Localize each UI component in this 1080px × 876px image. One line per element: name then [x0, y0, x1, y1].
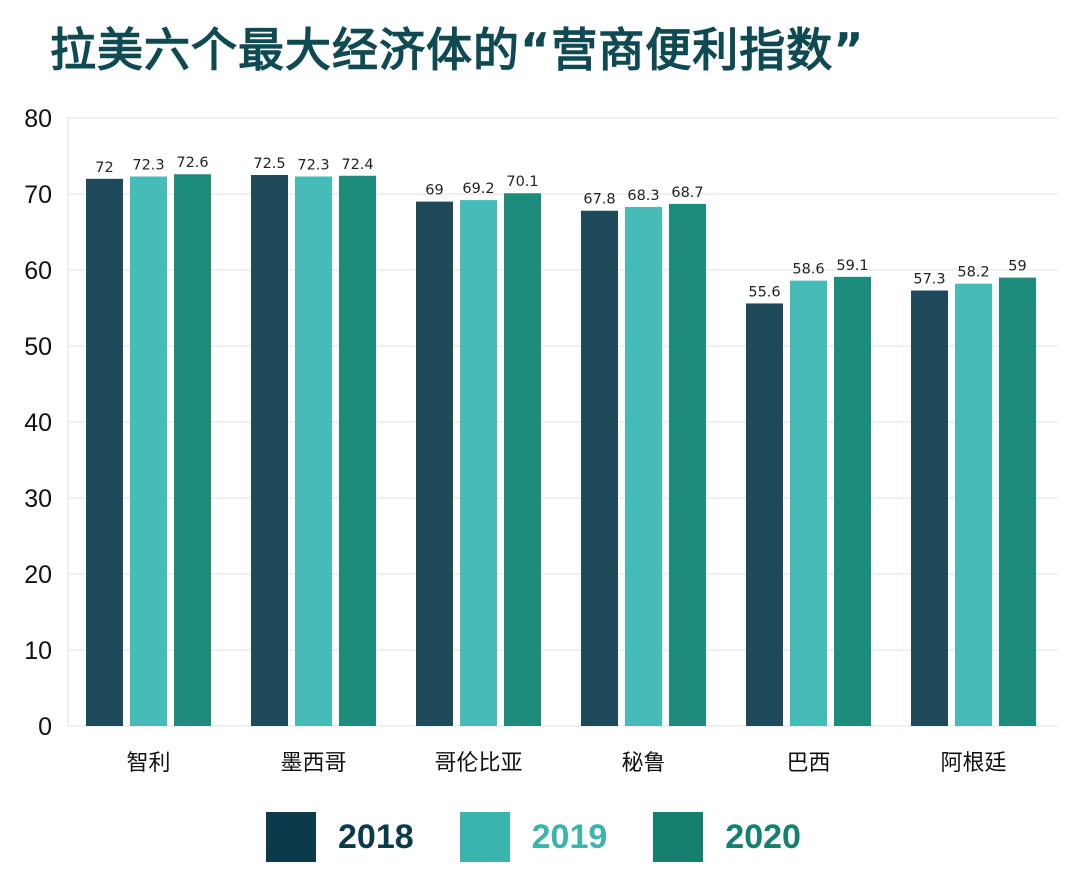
bar-2018-4: [746, 303, 783, 726]
data-label-2019-4: 58.6: [792, 262, 824, 278]
data-label-2018-0: 72: [95, 160, 113, 176]
legend-swatch-2019: [459, 812, 510, 862]
bar-2019-2: [460, 200, 497, 726]
data-label-2018-4: 55.6: [748, 284, 780, 300]
bar-chart: 0 10 20 30 40 50 60 70 80 72 72.3 72.6 72.5 72.3 72.4…: [24, 105, 1058, 776]
bar-2018-1: [251, 175, 288, 726]
data-label-2018-1: 72.5: [253, 156, 285, 172]
bar-2020-5: [999, 277, 1036, 726]
y-tick-label: 80: [24, 105, 52, 133]
legend-item-2020: 2020: [653, 812, 801, 862]
bar-2020-0: [174, 174, 211, 727]
x-axis-labels: 智利 墨西哥 哥伦比亚 秘鲁 巴西 阿根廷: [126, 751, 1006, 776]
data-labels: 72 72.3 72.6 72.5 72.3 72.4 69 69.2 70.1 67.8 68.3…: [95, 155, 1026, 300]
y-axis: 0 10 20 30 40 50 60 70 80: [24, 105, 52, 741]
y-tick-label: 0: [38, 713, 52, 741]
bar-2019-3: [625, 206, 662, 727]
x-tick-label: 秘鲁: [621, 751, 665, 776]
bar-2020-1: [339, 175, 376, 726]
legend-item-2018: 2018: [266, 812, 414, 862]
bar-2019-4: [790, 280, 827, 726]
bar-2020-2: [504, 193, 541, 727]
data-label-2020-0: 72.6: [176, 155, 208, 171]
data-label-2019-5: 58.2: [957, 265, 989, 281]
bar-2018-5: [911, 290, 948, 726]
y-tick-label: 30: [24, 485, 52, 513]
data-label-2020-4: 59.1: [836, 258, 868, 274]
bar-2018-2: [416, 201, 453, 727]
data-label-2020-3: 68.7: [671, 185, 703, 201]
bar-2019-5: [955, 283, 992, 726]
x-tick-label: 智利: [126, 751, 170, 776]
x-tick-label: 哥伦比亚: [434, 751, 522, 776]
legend-label-2019: 2019: [531, 817, 608, 856]
data-label-2018-3: 67.8: [583, 192, 615, 208]
data-label-2018-5: 57.3: [913, 272, 945, 288]
grid-lines: [67, 117, 1058, 727]
bar-2019-1: [295, 176, 332, 726]
bar-2019-0: [130, 176, 167, 726]
data-label-2020-2: 70.1: [506, 174, 538, 190]
chart-title: 拉美六个最大经济体的“营商便利指数”: [50, 23, 865, 77]
data-label-2020-5: 59: [1008, 259, 1026, 275]
data-label-2018-2: 69: [425, 183, 443, 199]
legend-label-2018: 2018: [338, 817, 414, 856]
data-label-2019-0: 72.3: [132, 158, 164, 174]
data-label-2019-2: 69.2: [462, 181, 494, 197]
bar-2020-4: [834, 276, 871, 726]
y-tick-label: 10: [24, 637, 52, 665]
legend-swatch-2018: [266, 812, 316, 862]
bars: [86, 174, 1036, 727]
data-label-2019-1: 72.3: [297, 158, 329, 174]
legend-label-2020: 2020: [725, 817, 801, 856]
x-tick-label: 巴西: [786, 751, 830, 776]
y-tick-label: 50: [24, 333, 52, 361]
bar-2020-3: [669, 203, 706, 726]
legend-swatch-2020: [653, 812, 704, 862]
y-tick-label: 40: [24, 409, 52, 437]
legend: 2018 2019 2020: [266, 812, 847, 862]
data-label-2020-1: 72.4: [341, 157, 373, 173]
y-tick-label: 60: [24, 257, 52, 285]
y-tick-label: 70: [24, 181, 52, 209]
x-tick-label: 阿根廷: [940, 751, 1006, 776]
x-tick-label: 墨西哥: [280, 751, 346, 776]
data-label-2019-3: 68.3: [627, 188, 659, 204]
legend-item-2019: 2019: [459, 812, 608, 862]
bar-2018-3: [581, 210, 618, 727]
bar-2018-0: [86, 178, 123, 727]
y-tick-label: 20: [24, 561, 52, 589]
